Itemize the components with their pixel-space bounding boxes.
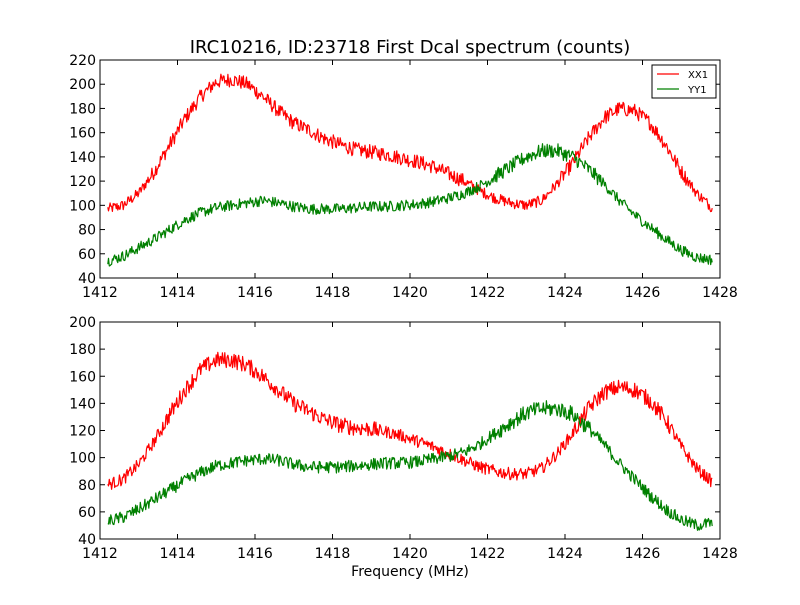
y-tick-label: 80 [78, 478, 96, 494]
x-tick-label: 1418 [315, 285, 351, 301]
x-tick-label: 1416 [237, 285, 273, 301]
x-tick-label: 1422 [470, 546, 506, 562]
x-tick-label: 1424 [547, 546, 583, 562]
y-tick-label: 100 [69, 198, 96, 214]
x-tick-label: 1416 [237, 546, 273, 562]
y-tick-label: 100 [69, 451, 96, 467]
y-tick-label: 40 [78, 532, 96, 548]
x-tick-label: 1428 [702, 285, 738, 301]
x-tick-label: 1420 [392, 546, 428, 562]
series-line-yy1-plot1 [107, 143, 713, 267]
x-tick-label: 1414 [160, 285, 196, 301]
y-tick-label: 160 [69, 369, 96, 385]
y-tick-label: 200 [69, 315, 96, 331]
x-tick-label: 1426 [625, 285, 661, 301]
x-tick-label: 1418 [315, 546, 351, 562]
x-tick-label: 1412 [82, 546, 118, 562]
y-tick-label: 120 [69, 174, 96, 190]
x-axis-label: Frequency (MHz) [351, 564, 469, 580]
axes-frame-plot2 [99, 321, 721, 540]
x-tick-label: 1412 [82, 285, 118, 301]
y-tick-label: 80 [78, 223, 96, 239]
legend-label-yy1: YY1 [687, 85, 707, 96]
y-tick-label: 200 [69, 77, 96, 93]
x-tick-label: 1420 [392, 285, 428, 301]
series-line-xx1-plot1 [107, 73, 713, 213]
y-tick-label: 120 [69, 424, 96, 440]
y-tick-label: 160 [69, 126, 96, 142]
x-tick-label: 1414 [160, 546, 196, 562]
chart-title: IRC10216, ID:23718 First Dcal spectrum (… [190, 37, 631, 58]
y-tick-label: 40 [78, 271, 96, 287]
x-tick-label: 1428 [702, 546, 738, 562]
y-tick-label: 60 [78, 247, 96, 263]
y-tick-label: 180 [69, 342, 96, 358]
y-tick-label: 220 [69, 53, 96, 69]
series-line-yy1-plot2 [107, 400, 713, 531]
x-tick-label: 1424 [547, 285, 583, 301]
y-tick-label: 140 [69, 396, 96, 412]
y-tick-label: 60 [78, 505, 96, 521]
series-line-xx1-plot2 [107, 351, 713, 490]
legend-box [651, 64, 717, 99]
x-tick-label: 1422 [470, 285, 506, 301]
x-tick-label: 1426 [625, 546, 661, 562]
axes-frame-plot1 [99, 59, 721, 279]
y-tick-label: 140 [69, 150, 96, 166]
y-tick-label: 180 [69, 101, 96, 117]
legend-label-xx1: XX1 [688, 70, 708, 81]
